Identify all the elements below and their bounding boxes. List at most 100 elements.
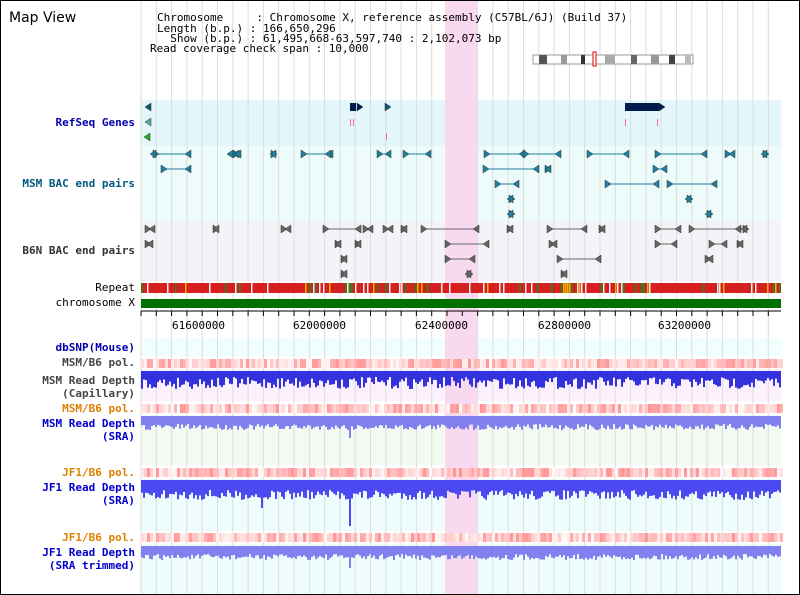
msm-depth-sra-bar xyxy=(623,416,625,429)
jf1-trim-depth-bar xyxy=(731,546,733,558)
jf1-pol-strip xyxy=(318,468,321,477)
jf1-trim-depth-bar xyxy=(183,546,185,558)
msm-depth-sra-bar xyxy=(635,416,637,426)
repeat-element xyxy=(239,283,241,293)
msm-depth-capillary-bar xyxy=(171,371,173,387)
repeat-element xyxy=(313,283,315,293)
msm-depth-sra-bar xyxy=(191,416,193,429)
jf1-trim-depth-bar xyxy=(369,546,371,555)
msm-depth-capillary-bar xyxy=(421,371,423,380)
msm-bac-pair xyxy=(512,179,520,189)
msm-pol-strip xyxy=(774,404,777,413)
msm-pol-strip xyxy=(426,404,429,413)
msm-depth-capillary-bar xyxy=(207,371,209,386)
b6n-bac-pair xyxy=(366,224,374,234)
msm-pol-strip xyxy=(603,359,606,368)
msm-depth-sra-bar xyxy=(567,416,569,428)
jf1-pol-strip xyxy=(534,468,537,477)
msm-bac-pair xyxy=(384,149,392,159)
msm-depth-sra-bar xyxy=(593,416,595,429)
repeat-element xyxy=(487,283,489,293)
msm-depth-sra-bar xyxy=(701,416,703,425)
msm-pol-strip xyxy=(522,359,525,368)
jf1-trim-depth-bar xyxy=(619,546,621,557)
msm-pol-strip xyxy=(273,359,276,368)
msm-depth-capillary-bar xyxy=(155,371,157,388)
jf1-trim-depth-bar xyxy=(179,546,181,558)
msm-depth-sra-bar xyxy=(579,416,581,428)
jf1-pol-strip xyxy=(645,533,648,542)
jf1-pol-strip xyxy=(219,533,222,542)
msm-depth-capillary-bar xyxy=(145,371,147,381)
jf1-pol-strip xyxy=(393,468,396,477)
msm-depth-sra-bar xyxy=(675,416,677,425)
jf1-pol-strip xyxy=(321,468,324,477)
jf1-pol-strip xyxy=(465,468,468,477)
jf1-depth-bar xyxy=(553,480,555,491)
msm-pol-strip xyxy=(228,359,231,368)
msm-depth-capillary-bar xyxy=(555,371,557,378)
msm-depth-capillary-bar xyxy=(531,371,533,383)
msm-depth-sra-bar xyxy=(289,416,291,429)
msm-pol-strip xyxy=(405,359,408,368)
msm-depth-capillary-bar xyxy=(219,371,221,386)
msm-pol-strip xyxy=(312,404,315,413)
msm-depth-capillary-bar xyxy=(503,371,505,379)
jf1-depth-bar xyxy=(453,480,455,493)
msm-depth-capillary-bar xyxy=(399,371,401,382)
msm-depth-capillary-bar xyxy=(187,371,189,383)
jf1-trim-depth-bar xyxy=(555,546,557,557)
repeat-element xyxy=(349,283,351,293)
jf1-depth-bar xyxy=(649,480,651,496)
msm-depth-capillary-bar xyxy=(439,371,441,385)
msm-pol-strip xyxy=(702,404,705,413)
msm-pol-strip xyxy=(660,359,663,368)
msm-depth-capillary-bar xyxy=(645,371,647,380)
msm-pol-strip xyxy=(648,404,651,413)
msm-pol-strip xyxy=(609,404,612,413)
jf1-pol-strip xyxy=(522,468,525,477)
msm-pol-strip xyxy=(585,359,588,368)
jf1-pol-strip xyxy=(303,468,306,477)
jf1-trim-depth-bar xyxy=(469,546,471,559)
msm-pol-strip xyxy=(603,404,606,413)
msm-depth-capillary-bar xyxy=(757,371,759,381)
msm-depth-sra-bar xyxy=(637,416,639,428)
jf1-depth-bar xyxy=(315,480,317,496)
msm-depth-capillary-bar xyxy=(143,371,145,380)
msm-depth-capillary-bar xyxy=(453,371,455,382)
msm-pol-strip xyxy=(420,359,423,368)
jf1-trim-depth-bar xyxy=(529,546,531,560)
msm-pol-strip xyxy=(534,404,537,413)
jf1-depth-bar xyxy=(635,480,637,495)
jf1-depth-bar xyxy=(185,480,187,499)
jf1-pol-strip xyxy=(537,468,540,477)
jf1-depth-bar xyxy=(653,480,655,496)
jf1-pol-strip xyxy=(354,533,357,542)
msm-pol-strip xyxy=(519,359,522,368)
msm-depth-capillary-bar xyxy=(533,371,535,381)
msm-pol-strip xyxy=(699,404,702,413)
jf1-depth-bar xyxy=(459,480,461,495)
jf1-trim-depth-bar xyxy=(685,546,687,557)
jf1-pol-strip xyxy=(528,468,531,477)
jf1-trim-depth-bar xyxy=(157,546,159,555)
jf1-pol-strip xyxy=(645,468,648,477)
jf1-trim-depth-bar xyxy=(307,546,309,560)
jf1-trim-depth-bar xyxy=(233,546,235,555)
msm-depth-capillary-bar xyxy=(731,371,733,387)
msm-depth-sra-bar xyxy=(339,416,341,429)
jf1-depth-bar xyxy=(703,480,705,495)
jf1-trim-depth-bar xyxy=(475,546,477,557)
jf1-depth-bar xyxy=(407,480,409,500)
jf1-trim-depth-bar xyxy=(341,546,343,556)
msm-pol-strip xyxy=(498,404,501,413)
jf1-depth-bar xyxy=(779,480,781,493)
msm-depth-capillary-bar xyxy=(611,371,613,386)
msm-pol-strip xyxy=(219,404,222,413)
msm-pol-strip xyxy=(261,404,264,413)
chromosome-ideogram[interactable] xyxy=(531,54,695,65)
jf1-depth-bar xyxy=(363,480,365,491)
jf1-trim-depth-bar xyxy=(485,546,487,560)
